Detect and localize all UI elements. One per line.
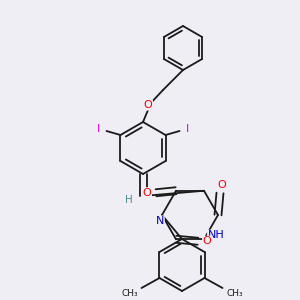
Text: O: O — [144, 100, 152, 110]
Text: N: N — [156, 216, 164, 226]
Text: CH₃: CH₃ — [226, 290, 243, 298]
Text: O: O — [218, 180, 226, 190]
Text: O: O — [142, 188, 152, 198]
Text: O: O — [202, 236, 211, 246]
Text: I: I — [97, 124, 100, 134]
Text: I: I — [186, 124, 189, 134]
Text: H: H — [125, 195, 133, 205]
Text: CH₃: CH₃ — [121, 290, 138, 298]
Text: NH: NH — [208, 230, 224, 240]
